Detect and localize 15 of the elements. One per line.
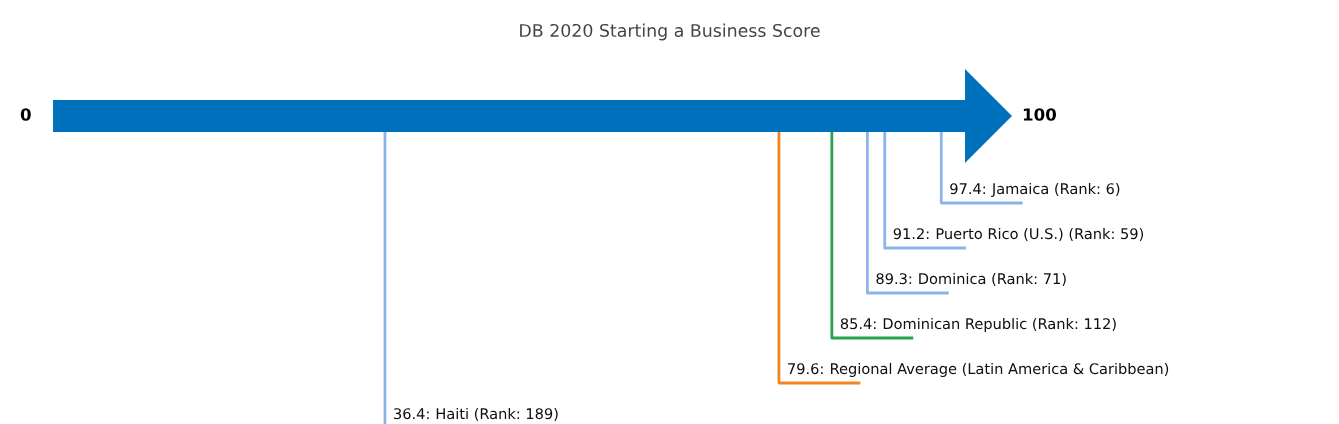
data-label: 79.6: (788, 363, 823, 375)
data-label: 36.4: (394, 408, 429, 420)
category-label: Dominica (Rank: 71) (919, 272, 1066, 286)
text: 0 (20, 108, 31, 121)
category-label: Puerto Rico (U.S.) (Rank: 59) (936, 227, 1144, 241)
data-label: 89.3: (876, 273, 912, 285)
data-label: 97.4: (950, 183, 985, 195)
data-label: 91.2: (893, 228, 929, 240)
category-label: Regional Average (Latin America & Caribbean) (831, 362, 1169, 377)
text: DB 2020 Starting a Business Score (520, 23, 820, 41)
category-label: Jamaica (Rank: 6) (991, 182, 1120, 197)
data-label: 85.4: (840, 318, 876, 330)
text: 100 (1023, 108, 1056, 121)
category-label: Haiti (Rank: 189) (436, 407, 558, 421)
category-label: Dominican Republic (Rank: 112) (883, 317, 1116, 332)
